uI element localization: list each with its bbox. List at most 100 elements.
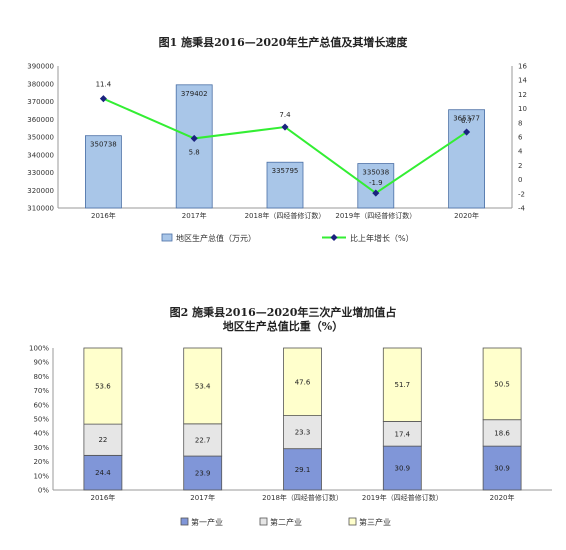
chart1-left-tick-label: 370000 bbox=[27, 98, 54, 106]
chart1-line-marker bbox=[190, 134, 198, 142]
chart2-y-tick-label: 100% bbox=[29, 345, 49, 353]
chart2-bar-tertiary-label: 53.4 bbox=[195, 382, 211, 390]
chart1-right-tick-label: 6 bbox=[518, 134, 523, 142]
chart1-x-tick-label: 2020年 bbox=[454, 211, 479, 220]
chart1-left-tick-label: 340000 bbox=[27, 151, 54, 159]
chart2-title-line2: 地区生产总值比重（%） bbox=[222, 320, 344, 333]
chart1-right-tick-label: 4 bbox=[518, 148, 523, 156]
chart1-bar-label: 335038 bbox=[362, 169, 389, 177]
chart1-right-tick-label: 0 bbox=[518, 176, 522, 184]
chart1-legend-line-marker bbox=[330, 233, 338, 242]
chart1-line-label: 6.7 bbox=[461, 117, 472, 125]
chart1-legend-bar-label: 地区生产总值（万元） bbox=[176, 233, 256, 243]
chart1-line-label: 5.8 bbox=[189, 148, 200, 156]
chart2-bar-primary bbox=[83, 454, 123, 491]
chart2-title-line1: 图2 施秉县2016—2020年三次产业增加值占 bbox=[169, 306, 397, 319]
chart2-legend-swatch bbox=[180, 517, 189, 526]
chart1-right-tick-label: 14 bbox=[518, 77, 527, 85]
chart2-bar-primary-label: 30.9 bbox=[395, 465, 411, 473]
chart2-bar-tertiary-label: 47.6 bbox=[295, 378, 311, 386]
chart2-legend-label: 第二产业 bbox=[270, 517, 302, 527]
chart2-y-tick-label: 0% bbox=[38, 487, 49, 495]
chart1-line-marker bbox=[281, 123, 289, 131]
chart2-bar-secondary bbox=[83, 423, 123, 456]
chart1-x-tick-label: 2016年 bbox=[91, 211, 116, 220]
chart1-bar bbox=[85, 135, 122, 209]
chart1-line-marker bbox=[463, 128, 471, 136]
chart2-bar-tertiary-label: 50.5 bbox=[494, 380, 510, 388]
chart1-legend-bar-swatch bbox=[161, 233, 173, 242]
chart1-left-tick-label: 390000 bbox=[27, 63, 54, 71]
chart2-legend-swatch bbox=[348, 517, 357, 526]
chart1-right-tick-label: 8 bbox=[518, 119, 522, 127]
chart1-right-tick-label: 16 bbox=[518, 63, 527, 71]
chart1-line-marker bbox=[99, 95, 107, 103]
chart1-x-tick-label: 2017年 bbox=[182, 211, 207, 220]
chart1-right-tick-label: -2 bbox=[518, 190, 525, 198]
chart2-bar-secondary-label: 22.7 bbox=[195, 436, 211, 444]
chart2-y-tick-label: 60% bbox=[33, 401, 49, 409]
chart2-bar-primary-label: 24.4 bbox=[95, 469, 111, 477]
chart2-y-tick-label: 10% bbox=[33, 472, 49, 480]
chart1-svg: 390000 380000 370000 360000 350000 340000 3300… bbox=[27, 63, 527, 244]
chart1-line-marker bbox=[372, 189, 380, 197]
chart2-x-tick-label: 2017年 bbox=[190, 493, 215, 502]
chart2-bar-primary-label: 23.9 bbox=[195, 470, 211, 478]
chart1-right-tick-label: 12 bbox=[518, 91, 527, 99]
chart2-bar-tertiary bbox=[83, 347, 123, 425]
chart1-right-tick-label: -4 bbox=[518, 205, 526, 213]
chart2-bar-secondary bbox=[183, 423, 223, 457]
chart1-bar bbox=[448, 109, 486, 209]
chart2-bar-primary-label: 30.9 bbox=[494, 465, 510, 473]
chart1-bar-label: 350738 bbox=[90, 141, 117, 149]
chart2-bar-tertiary bbox=[482, 347, 522, 421]
chart2-bar-tertiary bbox=[283, 347, 322, 416]
chart2-y-tick-label: 80% bbox=[33, 373, 49, 381]
chart2-y-tick-label: 30% bbox=[33, 444, 49, 452]
chart2-bar-secondary-label: 22 bbox=[98, 436, 107, 444]
chart2-bar-tertiary-label: 51.7 bbox=[395, 381, 411, 389]
chart2-bar-tertiary bbox=[183, 347, 223, 425]
chart2-bar-tertiary bbox=[382, 347, 422, 422]
chart1-bar-label: 365377 bbox=[453, 115, 480, 123]
chart1-right-tick-label: 10 bbox=[518, 105, 527, 113]
chart1-bar-label: 379402 bbox=[181, 90, 208, 98]
chart2-x-tick-label: 2020年 bbox=[490, 493, 515, 502]
chart2-bar-secondary-label: 17.4 bbox=[395, 430, 411, 438]
chart1-bar bbox=[266, 161, 304, 209]
chart2-legend-label: 第一产业 bbox=[191, 517, 223, 527]
chart1-bar-label: 335795 bbox=[272, 167, 299, 175]
chart2-y-tick-label: 20% bbox=[33, 458, 49, 466]
chart1-left-tick-label: 320000 bbox=[27, 187, 54, 195]
chart1-line-label: 7.4 bbox=[279, 111, 291, 119]
chart2-x-tick-label: 2016年 bbox=[90, 493, 115, 502]
chart1-left-tick-label: 360000 bbox=[27, 116, 54, 124]
chart1-legend-line-label: 比上年增长（%） bbox=[350, 233, 414, 243]
chart1-right-tick-label: 2 bbox=[518, 162, 522, 170]
chart1-title: 图1 施秉县2016—2020年生产总值及其增长速度 bbox=[158, 36, 408, 49]
chart1-bar bbox=[175, 84, 213, 209]
chart2-legend-swatch bbox=[259, 517, 268, 526]
chart1-line-label: -1.9 bbox=[369, 179, 383, 187]
chart2-y-tick-label: 90% bbox=[33, 359, 49, 367]
chart1-line-label: 11.4 bbox=[96, 81, 112, 89]
chart2-bar-secondary bbox=[482, 419, 522, 447]
chart1-x-tick-label: 2019年（四经普修订数） bbox=[335, 211, 416, 220]
chart1-left-tick-label: 350000 bbox=[27, 134, 54, 142]
chart2-bar-secondary bbox=[382, 421, 422, 447]
chart2-y-tick-label: 40% bbox=[33, 430, 49, 438]
chart1-left-tick-label: 380000 bbox=[27, 80, 54, 88]
chart2-y-tick-label: 70% bbox=[33, 387, 49, 395]
chart1-x-tick-label: 2018年（四经普修订数） bbox=[245, 211, 326, 220]
chart2-bar-secondary-label: 18.6 bbox=[494, 429, 510, 437]
chart2-y-tick-label: 50% bbox=[33, 416, 49, 424]
chart1-left-tick-label: 330000 bbox=[27, 169, 54, 177]
chart2-x-tick-label: 2019年（四经普修订数） bbox=[362, 493, 443, 502]
chart1-left-tick-label: 310000 bbox=[27, 205, 54, 213]
chart2-bar-primary-label: 29.1 bbox=[295, 466, 311, 474]
chart2-legend-label: 第三产业 bbox=[359, 517, 391, 527]
chart2-x-tick-label: 2018年（四经普修订数） bbox=[262, 493, 343, 502]
chart2-bar-secondary-label: 23.3 bbox=[295, 429, 311, 437]
chart2-bar-tertiary-label: 53.6 bbox=[95, 383, 111, 391]
